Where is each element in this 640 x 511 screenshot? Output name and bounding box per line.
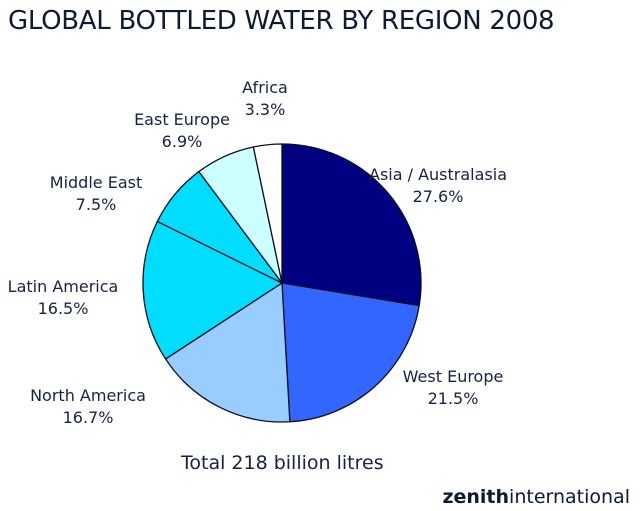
label-value: 21.5% bbox=[427, 389, 479, 408]
pie-slice-west-europe bbox=[281, 282, 420, 423]
label-africa: Africa 3.3% bbox=[242, 77, 288, 121]
label-name: Latin America bbox=[7, 277, 119, 296]
pie-slice-africa bbox=[252, 143, 283, 284]
pie-slice-latin-america bbox=[142, 220, 283, 360]
brand-regular: international bbox=[509, 486, 630, 508]
label-asia-australasia: Asia / Australasia 27.6% bbox=[369, 164, 507, 208]
label-value: 3.3% bbox=[244, 100, 286, 119]
label-name: North America bbox=[30, 386, 146, 405]
label-value: 16.7% bbox=[62, 408, 114, 427]
label-west-europe: West Europe 21.5% bbox=[403, 366, 504, 410]
label-value: 6.9% bbox=[161, 132, 203, 151]
label-name: East Europe bbox=[134, 110, 230, 129]
pie-slice-asia-australasia bbox=[281, 143, 422, 307]
label-north-america: North America 16.7% bbox=[30, 385, 146, 429]
label-middle-east: Middle East 7.5% bbox=[50, 172, 142, 216]
pie-slices bbox=[142, 143, 422, 423]
label-name: Africa bbox=[242, 78, 288, 97]
label-value: 27.6% bbox=[412, 187, 464, 206]
label-name: Asia / Australasia bbox=[368, 165, 508, 184]
label-value: 7.5% bbox=[75, 195, 117, 214]
label-east-europe: East Europe 6.9% bbox=[134, 109, 230, 153]
brand-logo: zenithinternational bbox=[442, 486, 630, 508]
total-volume-caption: Total 218 billion litres bbox=[181, 452, 384, 474]
label-value: 16.5% bbox=[37, 299, 89, 318]
label-latin-america: Latin America 16.5% bbox=[8, 276, 119, 320]
brand-bold: zenith bbox=[442, 486, 510, 508]
pie-slice-north-america bbox=[164, 282, 291, 423]
chart-title: GLOBAL BOTTLED WATER BY REGION 2008 bbox=[8, 6, 555, 36]
label-name: West Europe bbox=[402, 367, 504, 386]
label-name: Middle East bbox=[49, 173, 143, 192]
